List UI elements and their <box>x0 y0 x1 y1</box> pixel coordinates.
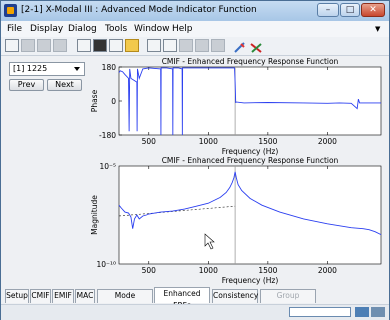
plot-frame <box>118 66 382 136</box>
grid-icon[interactable] <box>37 39 51 52</box>
mode-select[interactable]: [1] 1225 <box>9 62 85 76</box>
x-axis-label: Frequency (Hz) <box>222 147 279 156</box>
x-tick-label: 500 <box>142 266 157 275</box>
chart-title: CMIF - Enhanced Frequency Response Funct… <box>162 57 339 66</box>
grid-icon[interactable] <box>21 39 35 52</box>
printer-icon[interactable] <box>109 39 123 52</box>
frf-series-line <box>118 67 381 136</box>
plot-frame <box>118 165 382 265</box>
y-axis-label: Phase <box>90 89 99 112</box>
y-tick-label: -180 <box>99 131 116 140</box>
x-tick-label: 2000 <box>318 137 337 146</box>
tab-mode-tracking[interactable]: Mode Tracking <box>97 289 153 312</box>
maximize-button[interactable]: □ <box>340 3 360 17</box>
plots-svg: CMIF - Enhanced Frequency Response Funct… <box>90 57 382 285</box>
tab-emif[interactable]: EMIF <box>52 289 74 303</box>
side-panel: [1] 1225 Prev Next <box>5 60 85 280</box>
camera-icon[interactable] <box>93 39 107 52</box>
chart-title: CMIF - Enhanced Frequency Response Funct… <box>162 156 339 165</box>
tab-bar: Setup CMIF EMIF MAC Mode Tracking Enhanc… <box>1 286 389 312</box>
close-button[interactable]: ✕ <box>361 3 385 17</box>
mode-select-value: [1] 1225 <box>13 64 48 73</box>
x-tick-label: 500 <box>142 137 157 146</box>
new-doc-icon[interactable] <box>77 39 91 52</box>
next-button[interactable]: Next <box>47 79 82 91</box>
toolbar <box>1 37 389 56</box>
tab-cmif[interactable]: CMIF <box>30 289 51 303</box>
folder-icon[interactable] <box>125 39 139 52</box>
block-icon[interactable] <box>211 39 225 52</box>
app-icon <box>4 4 17 17</box>
status-bar <box>1 304 389 320</box>
grid-icon[interactable] <box>5 39 19 52</box>
status-progress <box>289 307 351 317</box>
menu-display[interactable]: Display <box>30 24 64 34</box>
menu-help[interactable]: Help <box>172 24 193 34</box>
y-tick-label: 180 <box>102 63 117 72</box>
menu-bar: File Display Dialog Tools Window Help ▼ <box>1 21 389 37</box>
minimize-button[interactable]: – <box>317 3 339 17</box>
window-title: [2-1] X-Modal III : Advanced Mode Indica… <box>21 5 257 15</box>
menu-dialog[interactable]: Dialog <box>68 24 97 34</box>
status-indicator <box>371 307 385 317</box>
block-icon[interactable] <box>195 39 209 52</box>
fitted-curve <box>118 205 236 217</box>
prev-button[interactable]: Prev <box>9 79 44 91</box>
main-content: [1] 1225 Prev Next CMIF - Enhanced Frequ… <box>1 56 389 286</box>
y-tick-label: 10⁻¹⁰ <box>96 260 116 269</box>
menu-overflow-icon[interactable]: ▼ <box>375 25 381 33</box>
x-tick-label: 1500 <box>258 137 277 146</box>
frf-series-line <box>118 171 382 236</box>
tab-consistency[interactable]: Consistency <box>212 289 258 303</box>
pen-icon[interactable] <box>233 39 247 53</box>
x-tick-label: 2000 <box>318 266 337 275</box>
block-icon[interactable] <box>179 39 193 52</box>
chevron-down-icon <box>74 67 80 71</box>
book-icon[interactable] <box>163 39 177 52</box>
menu-window[interactable]: Window <box>134 24 170 34</box>
y-tick-label: 10⁻⁵ <box>99 162 116 171</box>
plot-area: CMIF - Enhanced Frequency Response Funct… <box>87 56 389 286</box>
tab-setup[interactable]: Setup <box>5 289 29 303</box>
copy-icon[interactable] <box>147 39 161 52</box>
mouse-cursor-icon <box>204 233 215 250</box>
menu-file[interactable]: File <box>7 24 23 34</box>
grid-icon[interactable] <box>53 39 67 52</box>
x-tick-label: 1000 <box>199 137 218 146</box>
x-axis-label: Frequency (Hz) <box>222 276 279 285</box>
tab-mac[interactable]: MAC <box>75 289 95 303</box>
tab-group-manager: Group Manager <box>260 289 316 312</box>
status-indicator <box>355 307 369 317</box>
title-bar[interactable]: [2-1] X-Modal III : Advanced Mode Indica… <box>1 1 389 21</box>
tab-enhanced-frfs[interactable]: Enhanced FRFs <box>154 287 210 310</box>
x-tick-label: 1000 <box>199 266 218 275</box>
y-tick-label: 0 <box>111 97 116 106</box>
tool-icon[interactable] <box>249 39 263 53</box>
y-axis-label: Magnitude <box>90 195 99 235</box>
x-tick-label: 1500 <box>258 266 277 275</box>
menu-tools[interactable]: Tools <box>105 24 128 34</box>
